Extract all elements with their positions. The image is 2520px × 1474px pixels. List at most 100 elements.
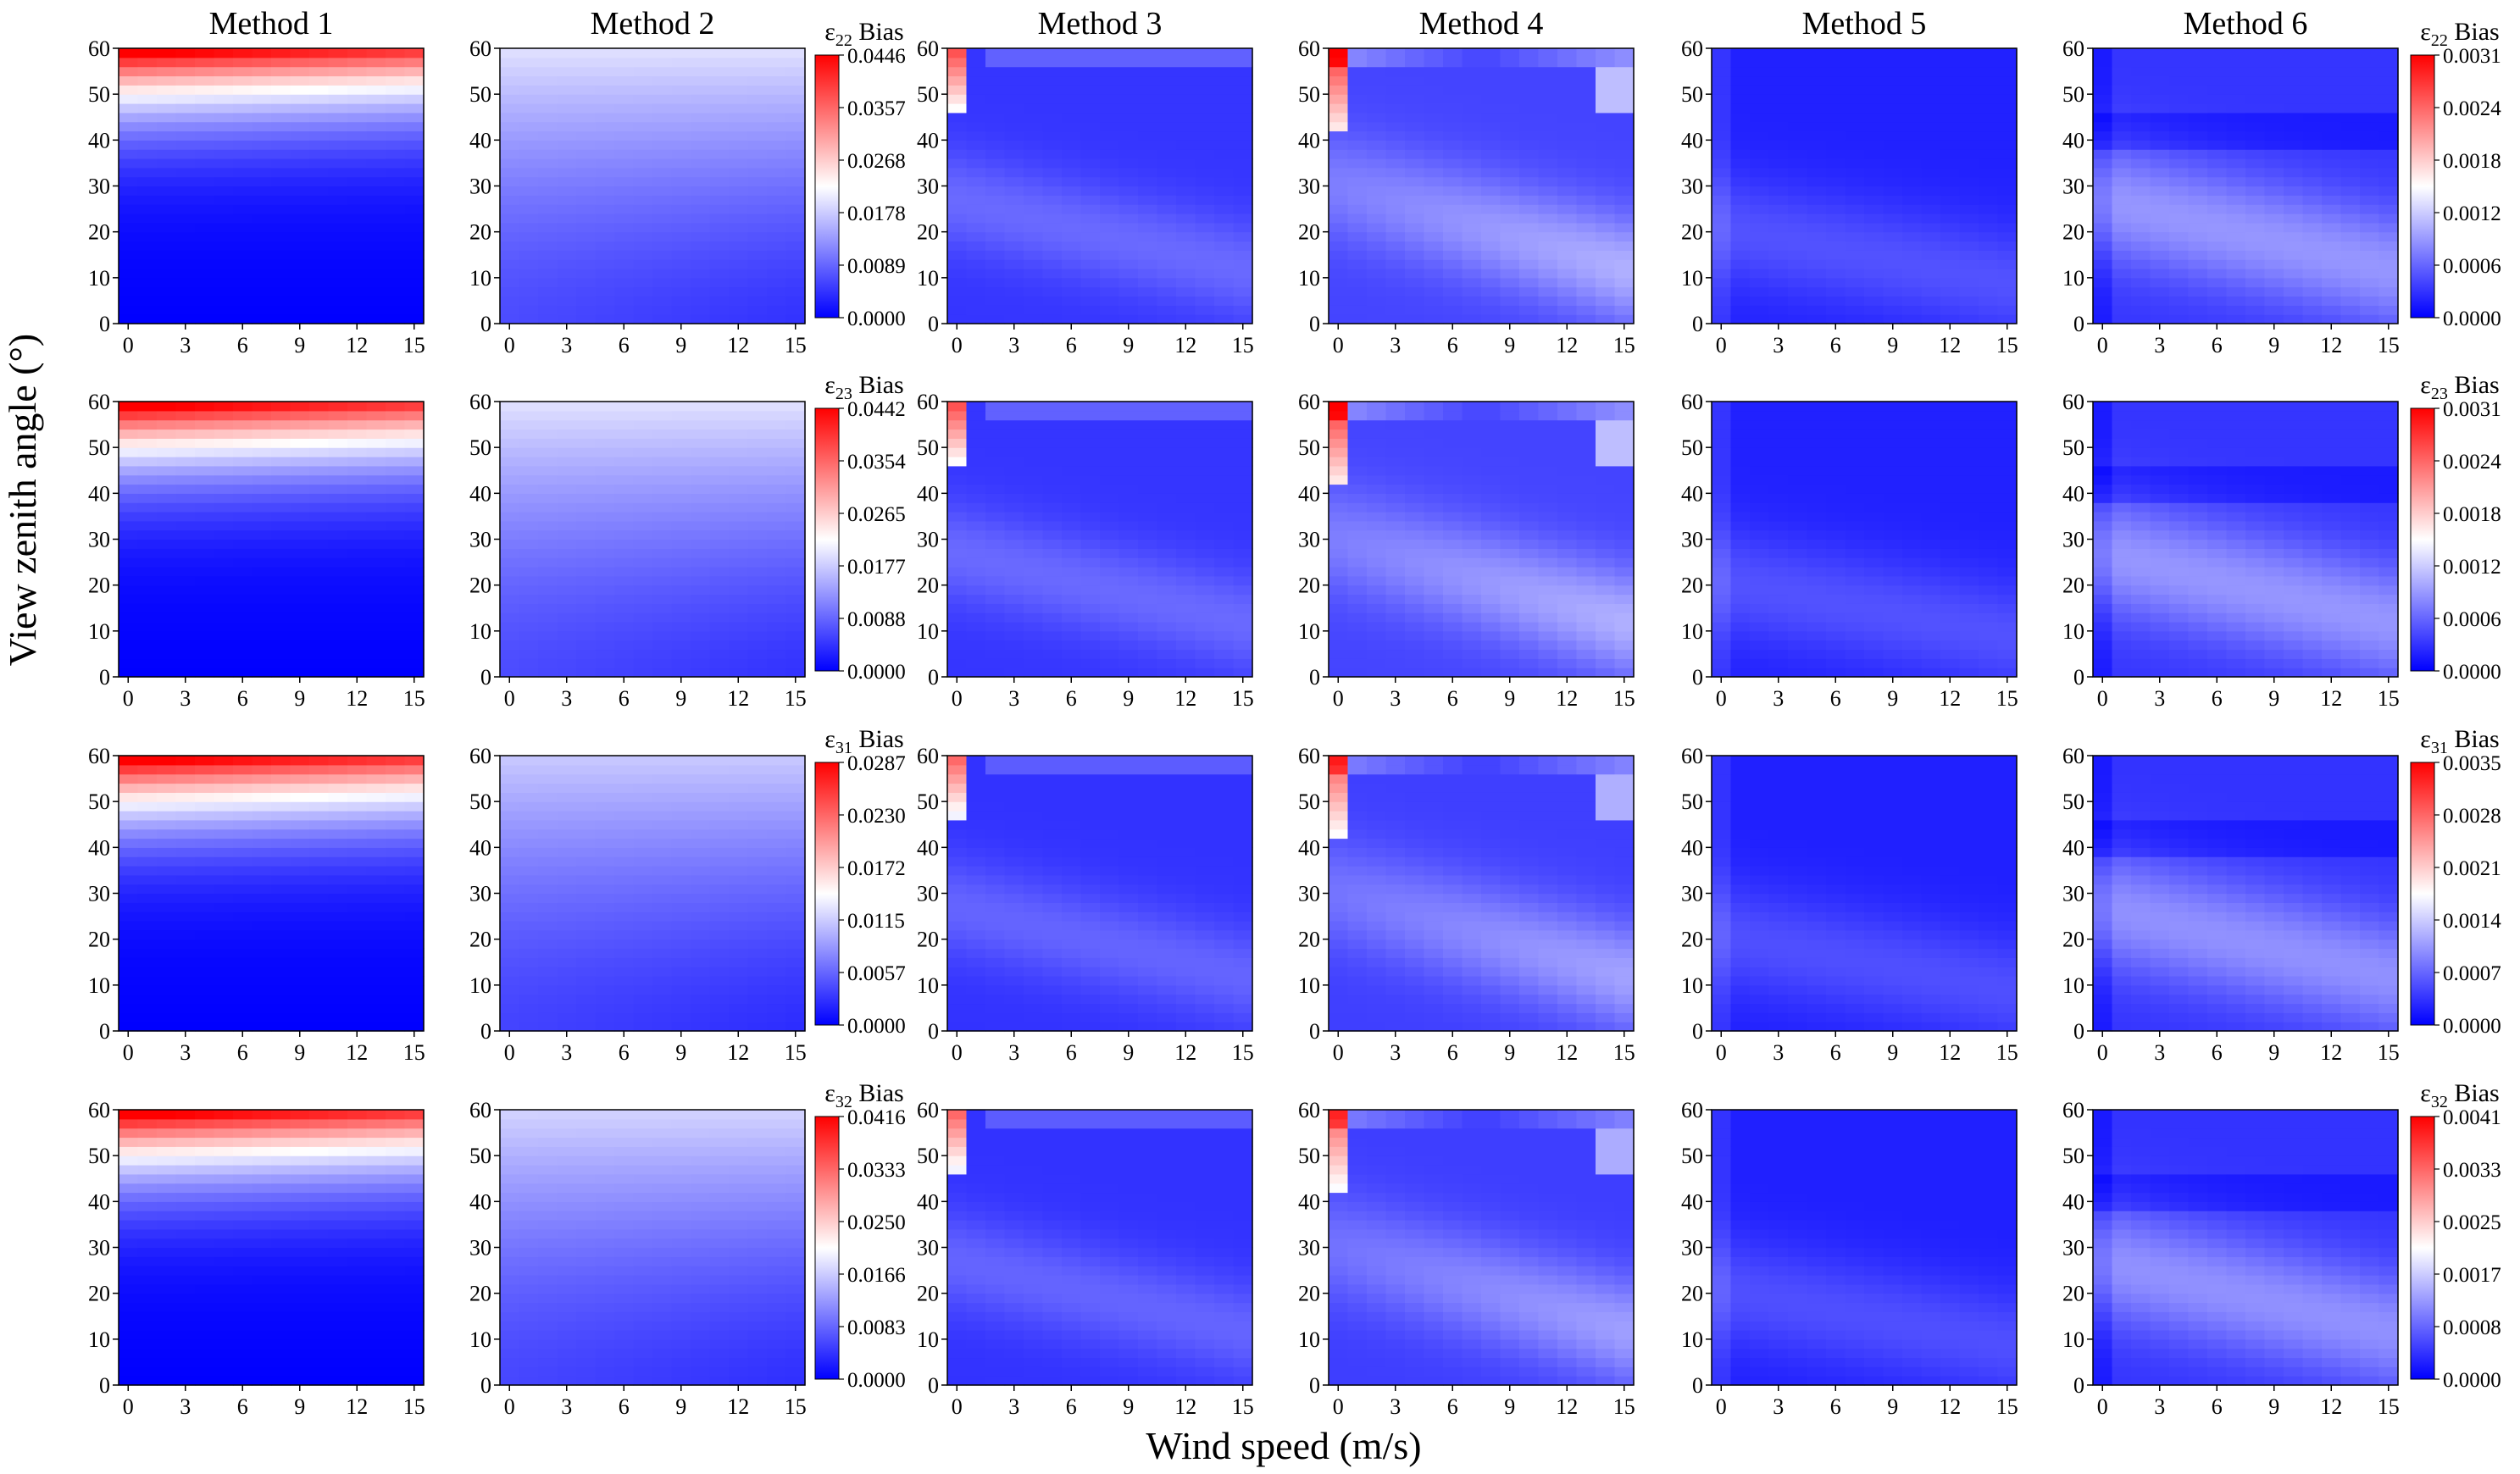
heatmap-cell [271, 502, 291, 513]
heatmap-cell [1004, 438, 1024, 448]
heatmap-cell [1500, 149, 1520, 159]
heatmap-cell [1997, 241, 2018, 251]
heatmap-cell [767, 112, 787, 123]
heatmap-cell [1233, 447, 1253, 457]
heatmap-cell [519, 149, 539, 159]
heatmap-cell [729, 612, 749, 623]
heatmap-cell [985, 296, 1006, 306]
heatmap-cell [595, 438, 615, 448]
heatmap-cell [1195, 410, 1215, 421]
heatmap-cell [557, 594, 577, 604]
heatmap-cell [633, 493, 653, 503]
heatmap-cell [2188, 259, 2208, 269]
heatmap-cell [1596, 158, 1616, 169]
heatmap-cell [691, 457, 711, 467]
heatmap-cell [985, 158, 1006, 169]
heatmap-cell [1596, 66, 1616, 77]
heatmap-cell [386, 167, 406, 178]
heatmap-cell [271, 484, 291, 494]
heatmap-cell [1176, 269, 1196, 279]
heatmap-cell [1118, 75, 1139, 86]
y-tick-label: 50 [1298, 82, 1320, 107]
heatmap-cell [1500, 438, 1520, 448]
heatmap-cell [366, 484, 386, 494]
heatmap-cell [1138, 402, 1158, 412]
heatmap-cell [1750, 186, 1770, 196]
heatmap-cell [1500, 241, 1520, 251]
heatmap-cell [767, 250, 787, 260]
heatmap-cell [347, 121, 368, 132]
heatmap-cell [2378, 213, 2399, 224]
heatmap-cell [2131, 186, 2151, 196]
heatmap-cell [709, 484, 730, 494]
x-tick-label: 6 [1066, 686, 1077, 711]
heatmap-cell [157, 269, 177, 279]
heatmap-cell [1730, 167, 1751, 178]
heatmap-cell [767, 622, 787, 632]
heatmap-cell [271, 410, 291, 421]
heatmap-cell [2093, 158, 2113, 169]
heatmap-cell [1118, 512, 1139, 522]
heatmap-cell [1138, 112, 1158, 123]
heatmap-cell [2245, 286, 2266, 297]
heatmap-cell [1750, 149, 1770, 159]
heatmap-cell [652, 512, 673, 522]
heatmap-cell [1042, 75, 1063, 86]
heatmap-cell [2131, 66, 2151, 77]
heatmap-cell [1730, 204, 1751, 214]
heatmap-cell [1519, 557, 1540, 568]
heatmap-cell [1864, 241, 1884, 251]
heatmap-cell [1519, 594, 1540, 604]
heatmap-cell [2169, 277, 2190, 288]
heatmap-cell [1864, 296, 1884, 306]
heatmap-cell [1195, 447, 1215, 457]
heatmap-cell [595, 649, 615, 659]
heatmap-cell [785, 85, 806, 95]
heatmap-cell [633, 438, 653, 448]
heatmap-cell [1576, 548, 1596, 558]
heatmap-cell [747, 176, 768, 187]
heatmap-cell [985, 474, 1006, 485]
heatmap-cell [2340, 204, 2361, 214]
heatmap-cell [767, 195, 787, 205]
heatmap-cell [595, 213, 615, 224]
heatmap-cell [1481, 447, 1501, 457]
heatmap-cell [1004, 520, 1024, 531]
heatmap-cell [1864, 277, 1884, 288]
heatmap-cell [1500, 186, 1520, 196]
heatmap-cell [985, 314, 1006, 324]
heatmap-cell [1024, 557, 1044, 568]
heatmap-cell [1385, 241, 1406, 251]
heatmap-cell [1424, 612, 1444, 623]
heatmap-cell [386, 231, 406, 242]
heatmap-cell [1157, 186, 1177, 196]
heatmap-cell [1176, 594, 1196, 604]
heatmap-cell [252, 269, 272, 279]
heatmap-cell [633, 167, 653, 178]
heatmap-cell [767, 539, 787, 549]
heatmap-cell [985, 402, 1006, 412]
heatmap-cell [1042, 484, 1063, 494]
heatmap-cell [671, 567, 691, 577]
heatmap-cell [366, 286, 386, 297]
heatmap-cell [1062, 594, 1082, 604]
heatmap-cell [1481, 85, 1501, 95]
heatmap-cell [652, 75, 673, 86]
heatmap-cell [1405, 520, 1425, 531]
heatmap-cell [614, 241, 635, 251]
heatmap-cell [1347, 512, 1368, 522]
heatmap-cell [2378, 314, 2399, 324]
heatmap-cell [119, 314, 139, 324]
heatmap-cell [1176, 603, 1196, 613]
heatmap-cell [1614, 130, 1635, 141]
heatmap-cell [366, 493, 386, 503]
heatmap-cell [1233, 296, 1253, 306]
heatmap-cell [1997, 195, 2018, 205]
heatmap-cell [1329, 286, 1349, 297]
heatmap-cell [157, 474, 177, 485]
heatmap-cell [576, 48, 597, 58]
heatmap-cell [1424, 484, 1444, 494]
heatmap-cell [1788, 277, 1808, 288]
y-tick-label: 60 [1681, 36, 1703, 61]
